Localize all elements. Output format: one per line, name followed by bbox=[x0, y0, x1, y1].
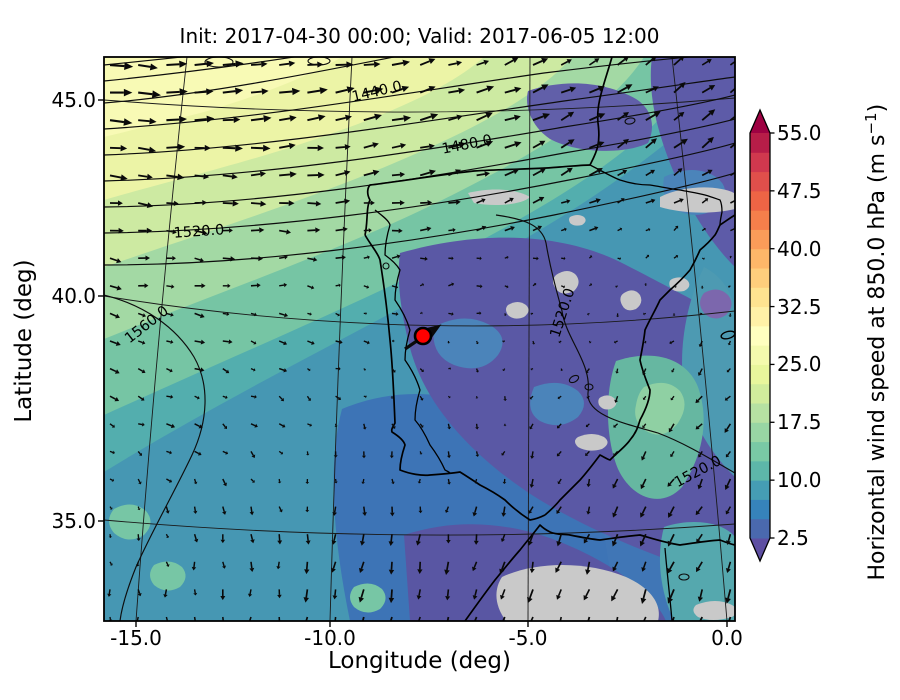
colorbar-tick-label: 2.5 bbox=[777, 526, 809, 550]
plot-frame bbox=[103, 56, 736, 622]
y-tick-label: 35.0 bbox=[51, 509, 96, 533]
y-axis-label: Latitude (deg) bbox=[11, 259, 37, 423]
colorbar-tick-label: 40.0 bbox=[777, 236, 822, 261]
colorbar-tick-label: 25.0 bbox=[777, 352, 822, 377]
colorbar-tick-label: 32.5 bbox=[777, 294, 822, 319]
x-tick-label: 0.0 bbox=[711, 626, 743, 650]
colorbar-tick-label: 10.0 bbox=[777, 468, 822, 493]
y-tick-label: 40.0 bbox=[51, 284, 96, 308]
x-tick-label: -10.0 bbox=[304, 626, 356, 650]
x-tick-label: -5.0 bbox=[508, 626, 548, 650]
axis-ticks bbox=[98, 99, 728, 627]
x-axis-label: Longitude (deg) bbox=[327, 648, 511, 674]
colorbar-tick-label: 17.5 bbox=[777, 410, 822, 435]
colorbar-tick-label: 55.0 bbox=[777, 121, 822, 145]
plot-title: Init: 2017-04-30 00:00; Valid: 2017-06-0… bbox=[179, 24, 660, 48]
y-tick-label: 45.0 bbox=[51, 88, 96, 112]
colorbar-tick-label: 47.5 bbox=[777, 178, 822, 203]
x-tick-label: -15.0 bbox=[110, 626, 162, 650]
colorbar-label: Horizontal wind speed at 850.0 hPa (m s−… bbox=[861, 103, 891, 581]
colorbar bbox=[749, 108, 775, 563]
